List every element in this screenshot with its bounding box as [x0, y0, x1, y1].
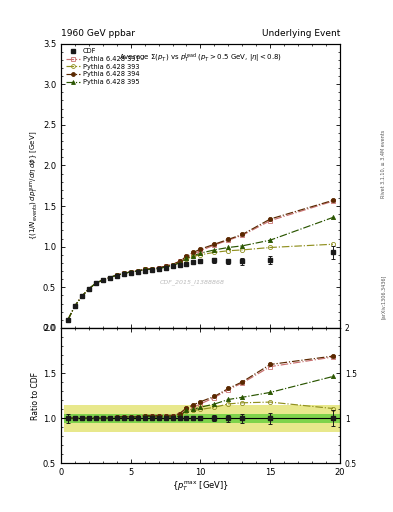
Text: 1960 GeV ppbar: 1960 GeV ppbar — [61, 29, 135, 38]
Text: Average $\Sigma(p_T)$ vs $p_T^{\rm lead}$ ($p_T > 0.5$ GeV, $|\eta| < 0.8$): Average $\Sigma(p_T)$ vs $p_T^{\rm lead}… — [119, 52, 282, 66]
Text: CDF_2015_I1388868: CDF_2015_I1388868 — [160, 280, 224, 285]
Text: [arXiv:1306.3436]: [arXiv:1306.3436] — [381, 275, 386, 319]
Text: Underlying Event: Underlying Event — [262, 29, 340, 38]
Y-axis label: $\{(1/N_{\rm events})\, dp_T^{\rm sum}/d\eta\, d\phi\}$ [GeV]: $\{(1/N_{\rm events})\, dp_T^{\rm sum}/d… — [29, 131, 41, 240]
X-axis label: $\{p_T^{\rm max}$ [GeV]$\}$: $\{p_T^{\rm max}$ [GeV]$\}$ — [172, 480, 229, 494]
Y-axis label: Ratio to CDF: Ratio to CDF — [31, 372, 40, 420]
Text: Rivet 3.1.10, ≥ 3.4M events: Rivet 3.1.10, ≥ 3.4M events — [381, 130, 386, 198]
Legend: CDF, Pythia 6.428 391, Pythia 6.428 393, Pythia 6.428 394, Pythia 6.428 395: CDF, Pythia 6.428 391, Pythia 6.428 393,… — [64, 47, 141, 86]
